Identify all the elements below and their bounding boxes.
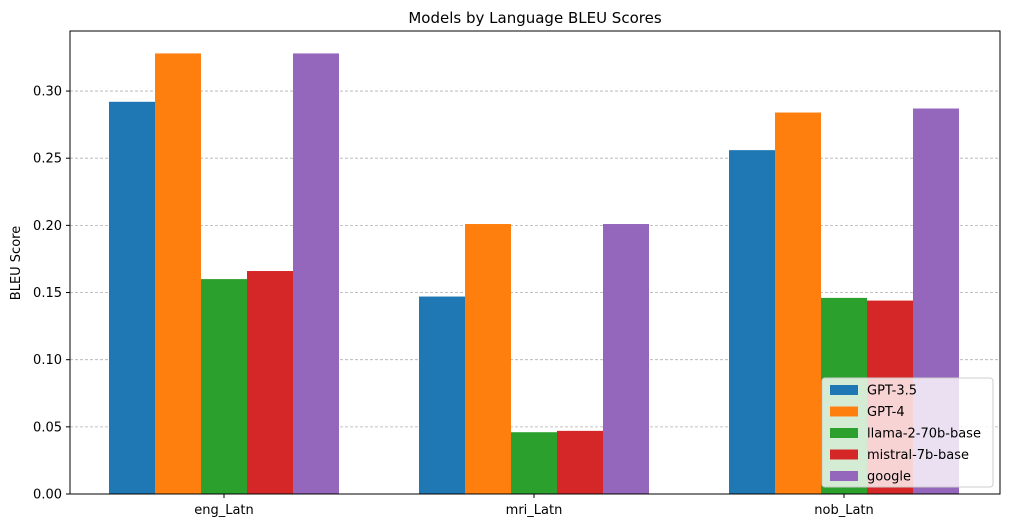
y-tick-label: 0.05	[33, 420, 62, 435]
legend-label: GPT-4	[867, 405, 905, 420]
plot-frame	[69, 30, 1001, 495]
bar-eng_Latn-llama-2-70b-base	[201, 279, 247, 494]
bars	[109, 53, 959, 495]
legend: GPT-3.5 GPT-4 llama-2-70b-base mistral-7b-b…	[821, 377, 994, 488]
legend-box	[821, 377, 994, 488]
bar-mri_Latn-llama-2-70b-base	[511, 432, 557, 494]
chart-title: Models by Language BLEU Scores	[408, 9, 661, 27]
bar-nob_Latn-gpt-4	[775, 112, 821, 495]
bar-nob_Latn-gpt-3-5	[729, 150, 775, 494]
y-axis-label: BLEU Score	[9, 226, 24, 300]
legend-label: google	[867, 470, 911, 485]
legend-swatch	[830, 428, 858, 438]
y-tick-label: 0.20	[33, 219, 62, 234]
bar-mri_Latn-gpt-3-5	[419, 296, 465, 494]
y-axis-ticks: 0.00 0.05 0.10 0.15 0.20 0.25 0.30	[33, 85, 70, 503]
x-tick-label: eng_Latn	[194, 503, 254, 518]
x-tick-label: nob_Latn	[814, 503, 874, 518]
bar-eng_Latn-gpt-3-5	[109, 101, 155, 494]
bar-eng_Latn-google	[293, 53, 339, 494]
legend-swatch	[830, 449, 858, 460]
bar-mri_Latn-google	[603, 224, 649, 495]
legend-swatch	[830, 471, 858, 481]
y-tick-label: 0.00	[33, 488, 62, 503]
bar-eng_Latn-gpt-4	[155, 53, 201, 494]
legend-swatch	[830, 406, 858, 417]
y-tick-label: 0.25	[33, 152, 62, 167]
legend-label: mistral-7b-base	[867, 448, 969, 463]
y-tick-label: 0.10	[33, 353, 62, 368]
bar-mri_Latn-gpt-4	[465, 224, 511, 495]
legend-swatch	[830, 385, 858, 395]
y-tick-label: 0.15	[33, 286, 62, 301]
x-tick-label: mri_Latn	[506, 503, 563, 518]
bar-mri_Latn-mistral-7b-base	[557, 430, 603, 494]
y-tick-label: 0.30	[33, 85, 62, 100]
bar-eng_Latn-mistral-7b-base	[247, 271, 293, 494]
x-axis-ticks: eng_Latn mri_Latn nob_Latn	[194, 494, 874, 518]
legend-label: llama-2-70b-base	[867, 427, 981, 442]
legend-label: GPT-3.5	[867, 384, 917, 399]
